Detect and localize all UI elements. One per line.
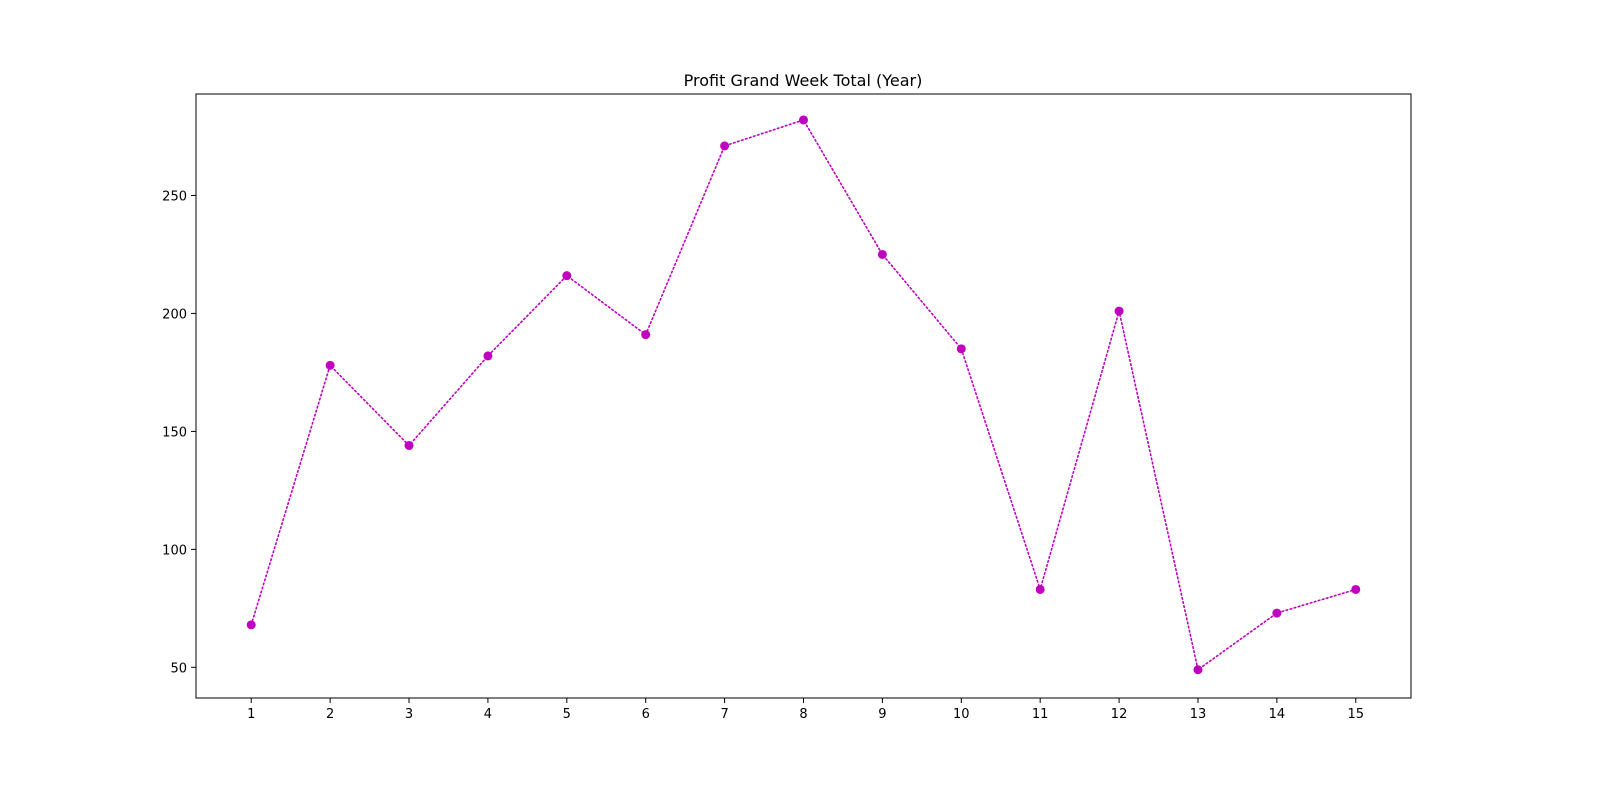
x-tick-label-9: 9 (878, 707, 886, 722)
x-tick-label-14: 14 (1269, 707, 1286, 722)
data-point-1 (246, 620, 256, 630)
x-tick-label-11: 11 (1032, 707, 1049, 722)
y-tick-label-3: 150 (162, 425, 187, 440)
x-tick-label-5: 5 (563, 707, 571, 722)
data-point-8 (799, 115, 808, 125)
plot-frame (195, 93, 1412, 699)
x-tick-label-1: 1 (247, 707, 255, 722)
data-point-12 (1114, 306, 1124, 316)
x-tick-label-13: 13 (1190, 707, 1207, 722)
x-tick-label-4: 4 (484, 707, 492, 722)
data-point-13 (1193, 665, 1203, 675)
x-tick-label-12: 12 (1111, 707, 1128, 722)
data-point-3 (404, 441, 414, 451)
data-point-10 (956, 344, 966, 354)
data-point-14 (1272, 608, 1282, 618)
y-tick-label-4: 200 (162, 307, 187, 322)
x-tick-label-2: 2 (326, 707, 334, 722)
x-tick-label-8: 8 (799, 707, 807, 722)
x-tick-label-7: 7 (720, 707, 728, 722)
chart-title: Profit Grand Week Total (Year) (684, 71, 923, 90)
y-tick-label-5: 250 (162, 189, 187, 204)
data-point-9 (877, 249, 887, 259)
data-point-4 (483, 351, 493, 361)
data-point-6 (641, 330, 651, 340)
data-point-2 (325, 360, 335, 370)
data-point-15 (1351, 584, 1361, 594)
x-tick-label-15: 15 (1347, 707, 1364, 722)
data-point-5 (562, 271, 572, 281)
x-tick-label-3: 3 (405, 707, 413, 722)
y-tick-label-2: 100 (162, 543, 187, 558)
x-tick-label-6: 6 (642, 707, 650, 722)
y-tick-label-1: 50 (170, 661, 187, 676)
data-point-11 (1035, 584, 1045, 594)
data-point-7 (720, 141, 730, 151)
x-tick-label-10: 10 (953, 707, 970, 722)
